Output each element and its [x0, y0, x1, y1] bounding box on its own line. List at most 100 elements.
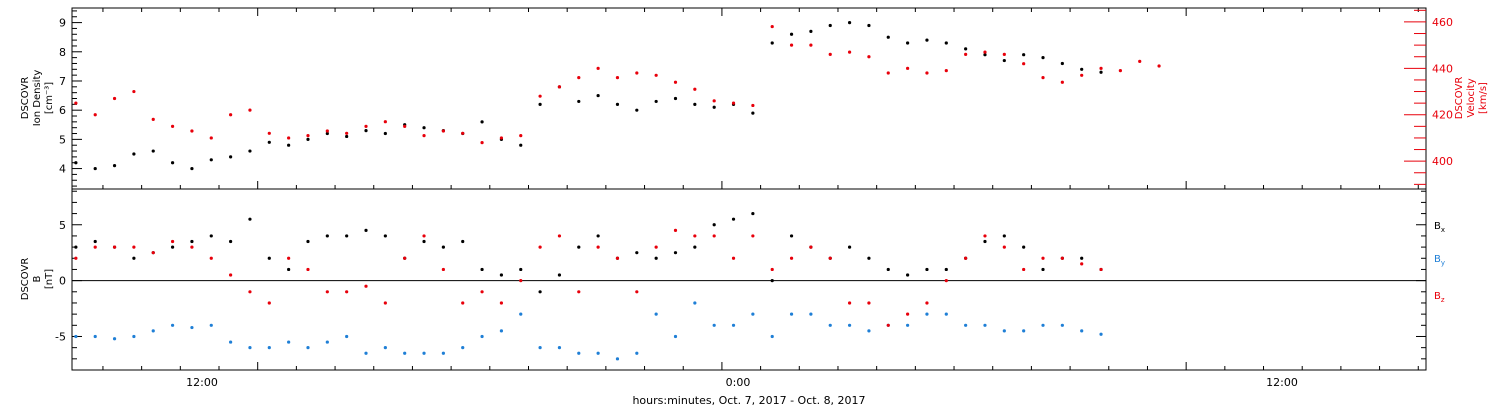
x-tick-label: 12:00 — [1266, 376, 1298, 389]
bz-point — [151, 251, 155, 255]
bz-point — [1080, 262, 1084, 266]
velocity-point — [74, 101, 78, 105]
bx-point — [209, 234, 213, 238]
bx-point — [267, 256, 271, 260]
density-point — [1099, 70, 1103, 74]
velocity-point — [828, 52, 832, 57]
bx-point — [751, 211, 755, 216]
bx-point — [983, 239, 987, 244]
density-point — [345, 134, 349, 139]
bz-point — [538, 245, 542, 249]
bx-point — [364, 228, 368, 232]
by-point — [364, 351, 368, 355]
density-point — [867, 23, 871, 28]
b-tick-label: -5 — [55, 330, 66, 343]
by-point — [499, 329, 504, 333]
by-point — [789, 312, 794, 316]
by-point — [731, 323, 736, 327]
velocity-point — [480, 140, 484, 145]
bz-point — [925, 301, 929, 305]
density-point — [229, 155, 233, 159]
by-point — [209, 323, 213, 327]
bx-point — [170, 245, 175, 249]
by-point — [403, 351, 407, 355]
bz-point — [770, 267, 774, 272]
bx-point — [190, 239, 194, 244]
density-point — [906, 41, 910, 45]
bz-point — [1060, 256, 1064, 260]
bz-point — [828, 256, 832, 260]
velocity-point — [190, 129, 194, 133]
density-point — [712, 105, 716, 109]
bx-point — [499, 273, 504, 277]
velocity-tick-label: 400 — [1432, 155, 1453, 168]
by-point — [112, 337, 117, 341]
density-point — [847, 20, 852, 25]
velocity-point — [209, 136, 213, 140]
velocity-point — [1041, 76, 1045, 80]
bz-point — [577, 290, 581, 294]
density-point — [673, 96, 678, 101]
bx-point — [712, 223, 716, 227]
velocity-point — [1060, 80, 1064, 84]
bz-point — [693, 234, 697, 238]
density-point — [74, 161, 78, 165]
bz-point — [557, 234, 562, 238]
bx-point — [229, 239, 233, 244]
by-point — [944, 312, 948, 316]
density-point — [325, 131, 329, 136]
velocity-point — [557, 85, 562, 89]
density-point — [596, 93, 600, 98]
by-point — [267, 346, 271, 350]
velocity-point — [673, 80, 678, 84]
by-point — [1041, 323, 1045, 327]
density-point — [1041, 56, 1045, 60]
velocity-point — [499, 136, 504, 140]
bz-point — [345, 290, 349, 294]
magnetic-field-panel — [71, 188, 1427, 371]
bx-point — [557, 273, 562, 277]
bz-point — [1099, 267, 1103, 272]
velocity-point — [403, 124, 407, 128]
velocity-axis-title-line: [km/s] — [1478, 82, 1489, 114]
by-point — [673, 334, 678, 339]
legend-by: By — [1434, 254, 1445, 267]
density-point — [132, 152, 136, 156]
velocity-point — [654, 73, 658, 77]
bx-point — [847, 245, 852, 249]
velocity-point — [770, 24, 774, 29]
by-point — [461, 346, 465, 350]
density-point — [422, 126, 426, 130]
velocity-tick-label: 460 — [1432, 16, 1453, 29]
density-point — [538, 102, 542, 106]
bz-point — [867, 301, 871, 305]
bz-point — [422, 234, 426, 238]
by-point — [74, 334, 78, 339]
by-point — [615, 357, 620, 361]
density-point — [770, 41, 774, 45]
bz-point — [712, 234, 716, 238]
density-point — [287, 143, 291, 147]
by-point — [1099, 332, 1103, 336]
density-tick-label: 7 — [59, 75, 66, 88]
b-tick-label: 5 — [59, 219, 66, 232]
bz-point — [325, 290, 329, 294]
bz-point — [441, 267, 445, 272]
by-point — [693, 301, 697, 305]
velocity-point — [1157, 64, 1161, 68]
velocity-axis-title-line: DSCOVR — [1454, 77, 1465, 120]
bx-point — [93, 239, 97, 244]
b-axis-title-line: [nT] — [44, 269, 55, 289]
bz-point — [499, 301, 504, 305]
bx-point — [925, 267, 929, 272]
bz-point — [519, 279, 523, 283]
density-point — [480, 120, 484, 124]
bz-point — [944, 279, 948, 283]
by-point — [983, 323, 987, 327]
bz-point — [596, 245, 600, 249]
velocity-point — [1138, 59, 1142, 63]
density-point — [654, 99, 658, 104]
by-point — [1002, 329, 1006, 333]
b-axis-title-line: DSCOVR — [20, 258, 31, 301]
